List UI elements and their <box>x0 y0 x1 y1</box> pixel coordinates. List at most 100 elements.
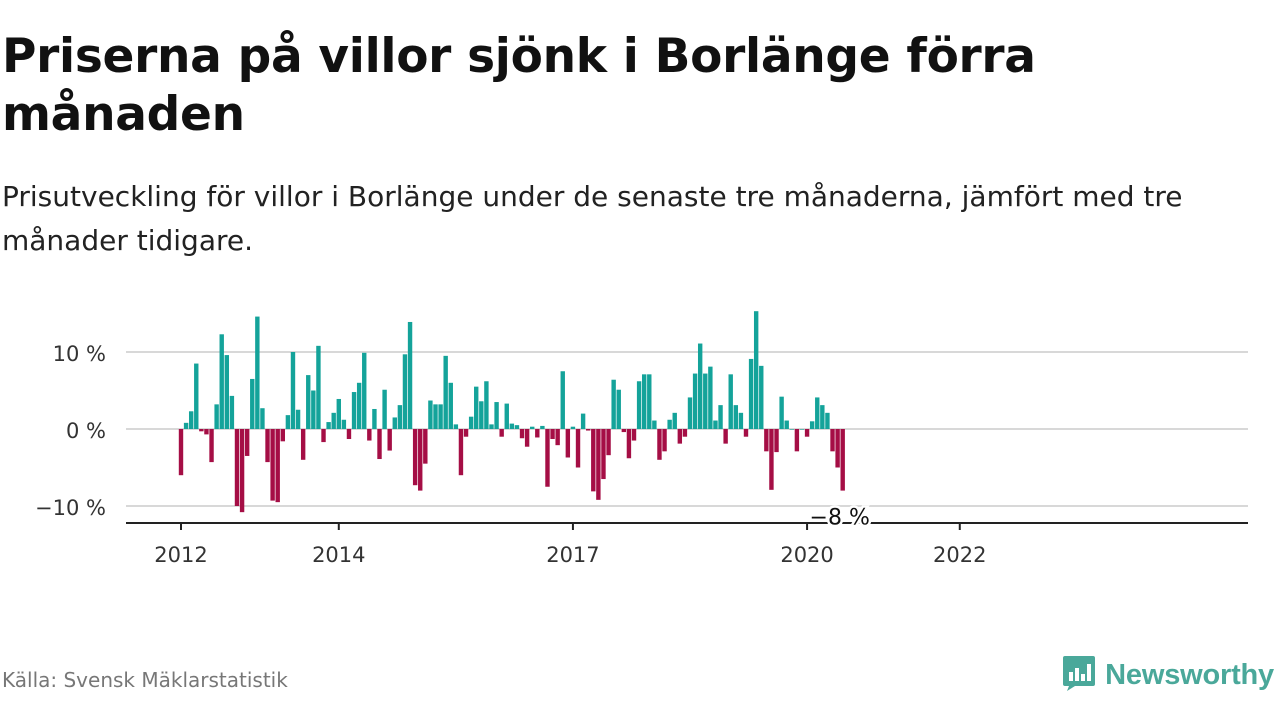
source-note: Källa: Svensk Mäklarstatistik <box>2 668 288 692</box>
x-tick-label: 2022 <box>933 543 986 567</box>
bar <box>239 429 245 513</box>
newsworthy-logo[interactable]: Newsworthy <box>1061 654 1274 696</box>
bar <box>570 426 576 429</box>
bar <box>657 429 662 460</box>
page-title: Priserna på villor sjönk i Borlänge förr… <box>2 29 1036 142</box>
bar <box>484 381 489 429</box>
bar <box>535 429 540 438</box>
bar <box>611 379 616 429</box>
bar <box>519 429 525 439</box>
bar <box>606 429 611 456</box>
bar <box>377 429 382 460</box>
bar <box>835 429 840 468</box>
bar <box>418 429 423 491</box>
bar <box>438 404 443 429</box>
bar <box>514 425 520 429</box>
bar <box>708 366 713 429</box>
bar <box>616 389 621 429</box>
bar <box>748 358 754 429</box>
bar <box>621 429 627 433</box>
bar <box>641 374 647 429</box>
bar <box>336 398 341 429</box>
bar <box>458 429 464 476</box>
bar <box>295 409 301 429</box>
bar <box>479 401 484 429</box>
x-tick-label: 2017 <box>546 543 599 567</box>
bar <box>769 429 774 490</box>
x-tick-label: 2012 <box>154 543 207 567</box>
bar <box>244 429 250 456</box>
bar <box>463 429 469 437</box>
bar <box>560 371 565 429</box>
bar <box>586 429 591 431</box>
bar <box>636 381 642 429</box>
bar <box>356 382 362 429</box>
bar <box>453 424 459 429</box>
bar <box>316 345 321 429</box>
bar <box>448 382 453 429</box>
bar <box>524 429 530 447</box>
bar <box>300 429 306 460</box>
bar <box>468 416 474 429</box>
bar <box>738 412 744 429</box>
bar <box>367 429 372 441</box>
bar <box>311 390 316 429</box>
bar <box>397 405 403 429</box>
chart-subtitle: Prisutveckling för villor i Borlänge und… <box>2 180 1183 257</box>
chart-area: 10 % 0 % −10 % 2012 2014 2017 2020 2022 −8 % <box>0 295 1280 585</box>
newsworthy-wordmark: Newsworthy <box>1105 658 1274 691</box>
y-tick-label: −10 % <box>35 496 106 520</box>
bar <box>672 412 677 429</box>
bar <box>667 419 672 429</box>
bar <box>382 389 387 429</box>
bar <box>784 420 789 429</box>
bar <box>575 429 581 468</box>
bar <box>489 424 494 429</box>
x-tick-label: 2020 <box>780 543 833 567</box>
bar <box>407 321 413 429</box>
bar <box>423 429 428 464</box>
bar <box>209 429 214 463</box>
bar <box>809 421 815 429</box>
bar <box>697 343 703 429</box>
bar <box>306 375 311 429</box>
bar <box>626 429 632 459</box>
bar <box>733 405 739 429</box>
bar <box>794 429 800 452</box>
bar <box>265 429 270 463</box>
bar <box>540 425 545 429</box>
bar <box>280 429 285 442</box>
bar <box>545 429 550 487</box>
bar <box>326 422 331 429</box>
bar <box>392 417 397 429</box>
bar <box>178 429 184 476</box>
bar <box>290 352 296 429</box>
bar <box>774 429 779 453</box>
bar <box>799 429 805 430</box>
bar <box>219 334 224 429</box>
bar <box>214 404 219 429</box>
bar <box>224 355 230 429</box>
bar <box>428 400 433 429</box>
bar <box>779 396 784 429</box>
bar <box>331 412 336 429</box>
bar <box>372 408 377 429</box>
bar <box>474 386 479 429</box>
bar <box>255 316 260 429</box>
bar <box>820 405 825 429</box>
bar <box>682 429 688 437</box>
bar <box>341 419 347 429</box>
bar <box>596 429 601 500</box>
bar <box>183 422 189 429</box>
bar <box>804 429 810 437</box>
bar <box>499 429 504 437</box>
y-tick-label: 0 % <box>66 419 106 443</box>
bar <box>270 429 275 501</box>
bar <box>840 429 845 491</box>
bar <box>275 429 280 503</box>
bar <box>728 374 733 429</box>
bar <box>494 402 499 429</box>
bar <box>188 411 194 429</box>
bar <box>687 397 693 429</box>
bar <box>631 429 637 441</box>
